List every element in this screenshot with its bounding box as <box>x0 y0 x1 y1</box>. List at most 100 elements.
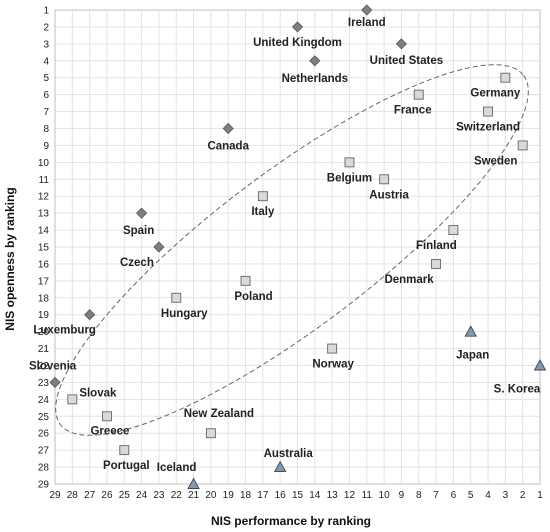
y-tick-label: 17 <box>38 276 50 287</box>
point-ireland <box>361 4 373 16</box>
x-tick-label: 29 <box>49 490 61 501</box>
point-sweden <box>517 140 528 151</box>
y-tick-label: 5 <box>43 73 49 84</box>
point-denmark <box>431 258 442 269</box>
point-label-denmark: Denmark <box>384 274 434 286</box>
point-label-new-zealand: New Zealand <box>184 408 254 420</box>
x-tick-label: 24 <box>136 490 148 501</box>
y-tick-label: 2 <box>43 22 49 33</box>
y-tick-label: 25 <box>38 412 50 423</box>
point-austria <box>379 174 390 185</box>
point-canada <box>222 122 234 135</box>
point-label-switzerland: Switzerland <box>456 122 520 134</box>
point-slovak <box>67 394 78 405</box>
x-tick-label: 9 <box>399 490 405 501</box>
point-label-netherlands: Netherlands <box>282 73 348 85</box>
point-netherlands <box>309 55 321 67</box>
x-tick-label: 23 <box>153 490 165 501</box>
point-label-norway: Norway <box>312 359 354 371</box>
x-tick-label: 12 <box>344 490 356 501</box>
point-luxemburg <box>84 309 96 321</box>
point-label-luxemburg: Luxemburg <box>33 325 96 337</box>
point-labels: Ireland United Kingdom United States Nether… <box>29 17 541 474</box>
point-finland <box>448 225 459 236</box>
point-hungary <box>171 292 182 303</box>
point-label-greece: Greece <box>90 425 129 437</box>
point-portugal <box>119 445 130 456</box>
x-tick-label: 14 <box>309 490 321 501</box>
point-germany <box>500 72 511 83</box>
y-tick-label: 11 <box>39 175 50 186</box>
x-tick-label: 16 <box>275 490 287 501</box>
y-tick-label: 4 <box>43 56 49 67</box>
point-label-slovak: Slovak <box>79 387 117 399</box>
x-tick-label: 6 <box>451 490 457 501</box>
point-label-germany: Germany <box>470 88 520 100</box>
y-tick-label: 12 <box>38 192 50 203</box>
point-spain <box>136 207 148 219</box>
x-tick-label: 3 <box>503 490 509 501</box>
point-label-united-kingdom: United Kingdom <box>253 37 342 49</box>
point-label-hungary: Hungary <box>161 308 208 320</box>
point-united-states <box>395 38 407 50</box>
y-tick-label: 22 <box>38 361 50 372</box>
point-label-australia: Australia <box>264 448 314 460</box>
y-tick-label: 19 <box>38 310 50 321</box>
x-tick-label: 15 <box>292 490 304 501</box>
x-tick-label: 26 <box>101 490 113 501</box>
grid-lines <box>54 9 541 485</box>
point-label-ireland: Ireland <box>348 17 386 29</box>
x-tick-label: 5 <box>468 490 474 501</box>
y-tick-label: 10 <box>38 158 50 169</box>
y-axis-tick-labels: 1234567891011121314151617181920212223242… <box>38 6 50 491</box>
x-axis-label: NIS performance by ranking <box>211 514 371 528</box>
point-label-canada: Canada <box>207 141 249 153</box>
point-label-sweden: Sweden <box>474 155 517 167</box>
y-tick-label: 1 <box>43 6 49 17</box>
plot-area-frame <box>54 9 541 485</box>
point-australia <box>273 460 287 473</box>
point-label-austria: Austria <box>369 189 409 201</box>
point-switzerland <box>483 106 493 117</box>
x-tick-label: 20 <box>205 490 217 501</box>
y-tick-label: 14 <box>38 226 50 237</box>
point-label-spain: Spain <box>123 225 154 237</box>
point-s-korea <box>533 359 547 371</box>
y-tick-label: 13 <box>38 209 50 220</box>
point-label-s-korea: S. Korea <box>494 384 541 396</box>
y-tick-label: 6 <box>43 90 49 101</box>
point-label-belgium: Belgium <box>327 172 372 184</box>
point-label-france: France <box>394 105 432 117</box>
x-tick-label: 7 <box>433 490 439 501</box>
point-iceland <box>187 477 200 489</box>
point-label-portugal: Portugal <box>103 460 150 472</box>
point-france <box>413 89 424 100</box>
x-tick-label: 25 <box>119 490 131 501</box>
y-tick-label: 28 <box>38 463 50 474</box>
cluster-ellipse <box>55 64 529 436</box>
point-label-italy: Italy <box>251 206 275 218</box>
y-tick-label: 15 <box>38 243 50 254</box>
data-points <box>49 4 547 489</box>
point-label-iceland: Iceland <box>157 462 197 474</box>
y-tick-label: 8 <box>43 124 49 135</box>
x-tick-label: 8 <box>416 490 422 501</box>
point-label-poland: Poland <box>234 291 272 303</box>
y-tick-label: 26 <box>38 429 50 440</box>
point-label-united-states: United States <box>370 55 444 67</box>
point-slovenia <box>49 376 61 388</box>
x-tick-label: 17 <box>257 490 269 501</box>
y-tick-label: 9 <box>43 141 49 152</box>
x-tick-label: 13 <box>327 490 339 501</box>
point-label-slovenia: Slovenia <box>29 360 77 372</box>
point-label-finland: Finland <box>416 240 457 252</box>
x-tick-label: 4 <box>485 490 491 501</box>
point-greece <box>102 411 112 422</box>
point-new-zealand <box>205 428 216 439</box>
x-tick-label: 22 <box>171 490 183 501</box>
point-label-japan: Japan <box>456 350 489 362</box>
x-tick-label: 11 <box>362 490 373 501</box>
x-tick-label: 1 <box>537 490 543 501</box>
y-tick-label: 3 <box>43 39 49 50</box>
y-tick-label: 27 <box>38 446 50 457</box>
